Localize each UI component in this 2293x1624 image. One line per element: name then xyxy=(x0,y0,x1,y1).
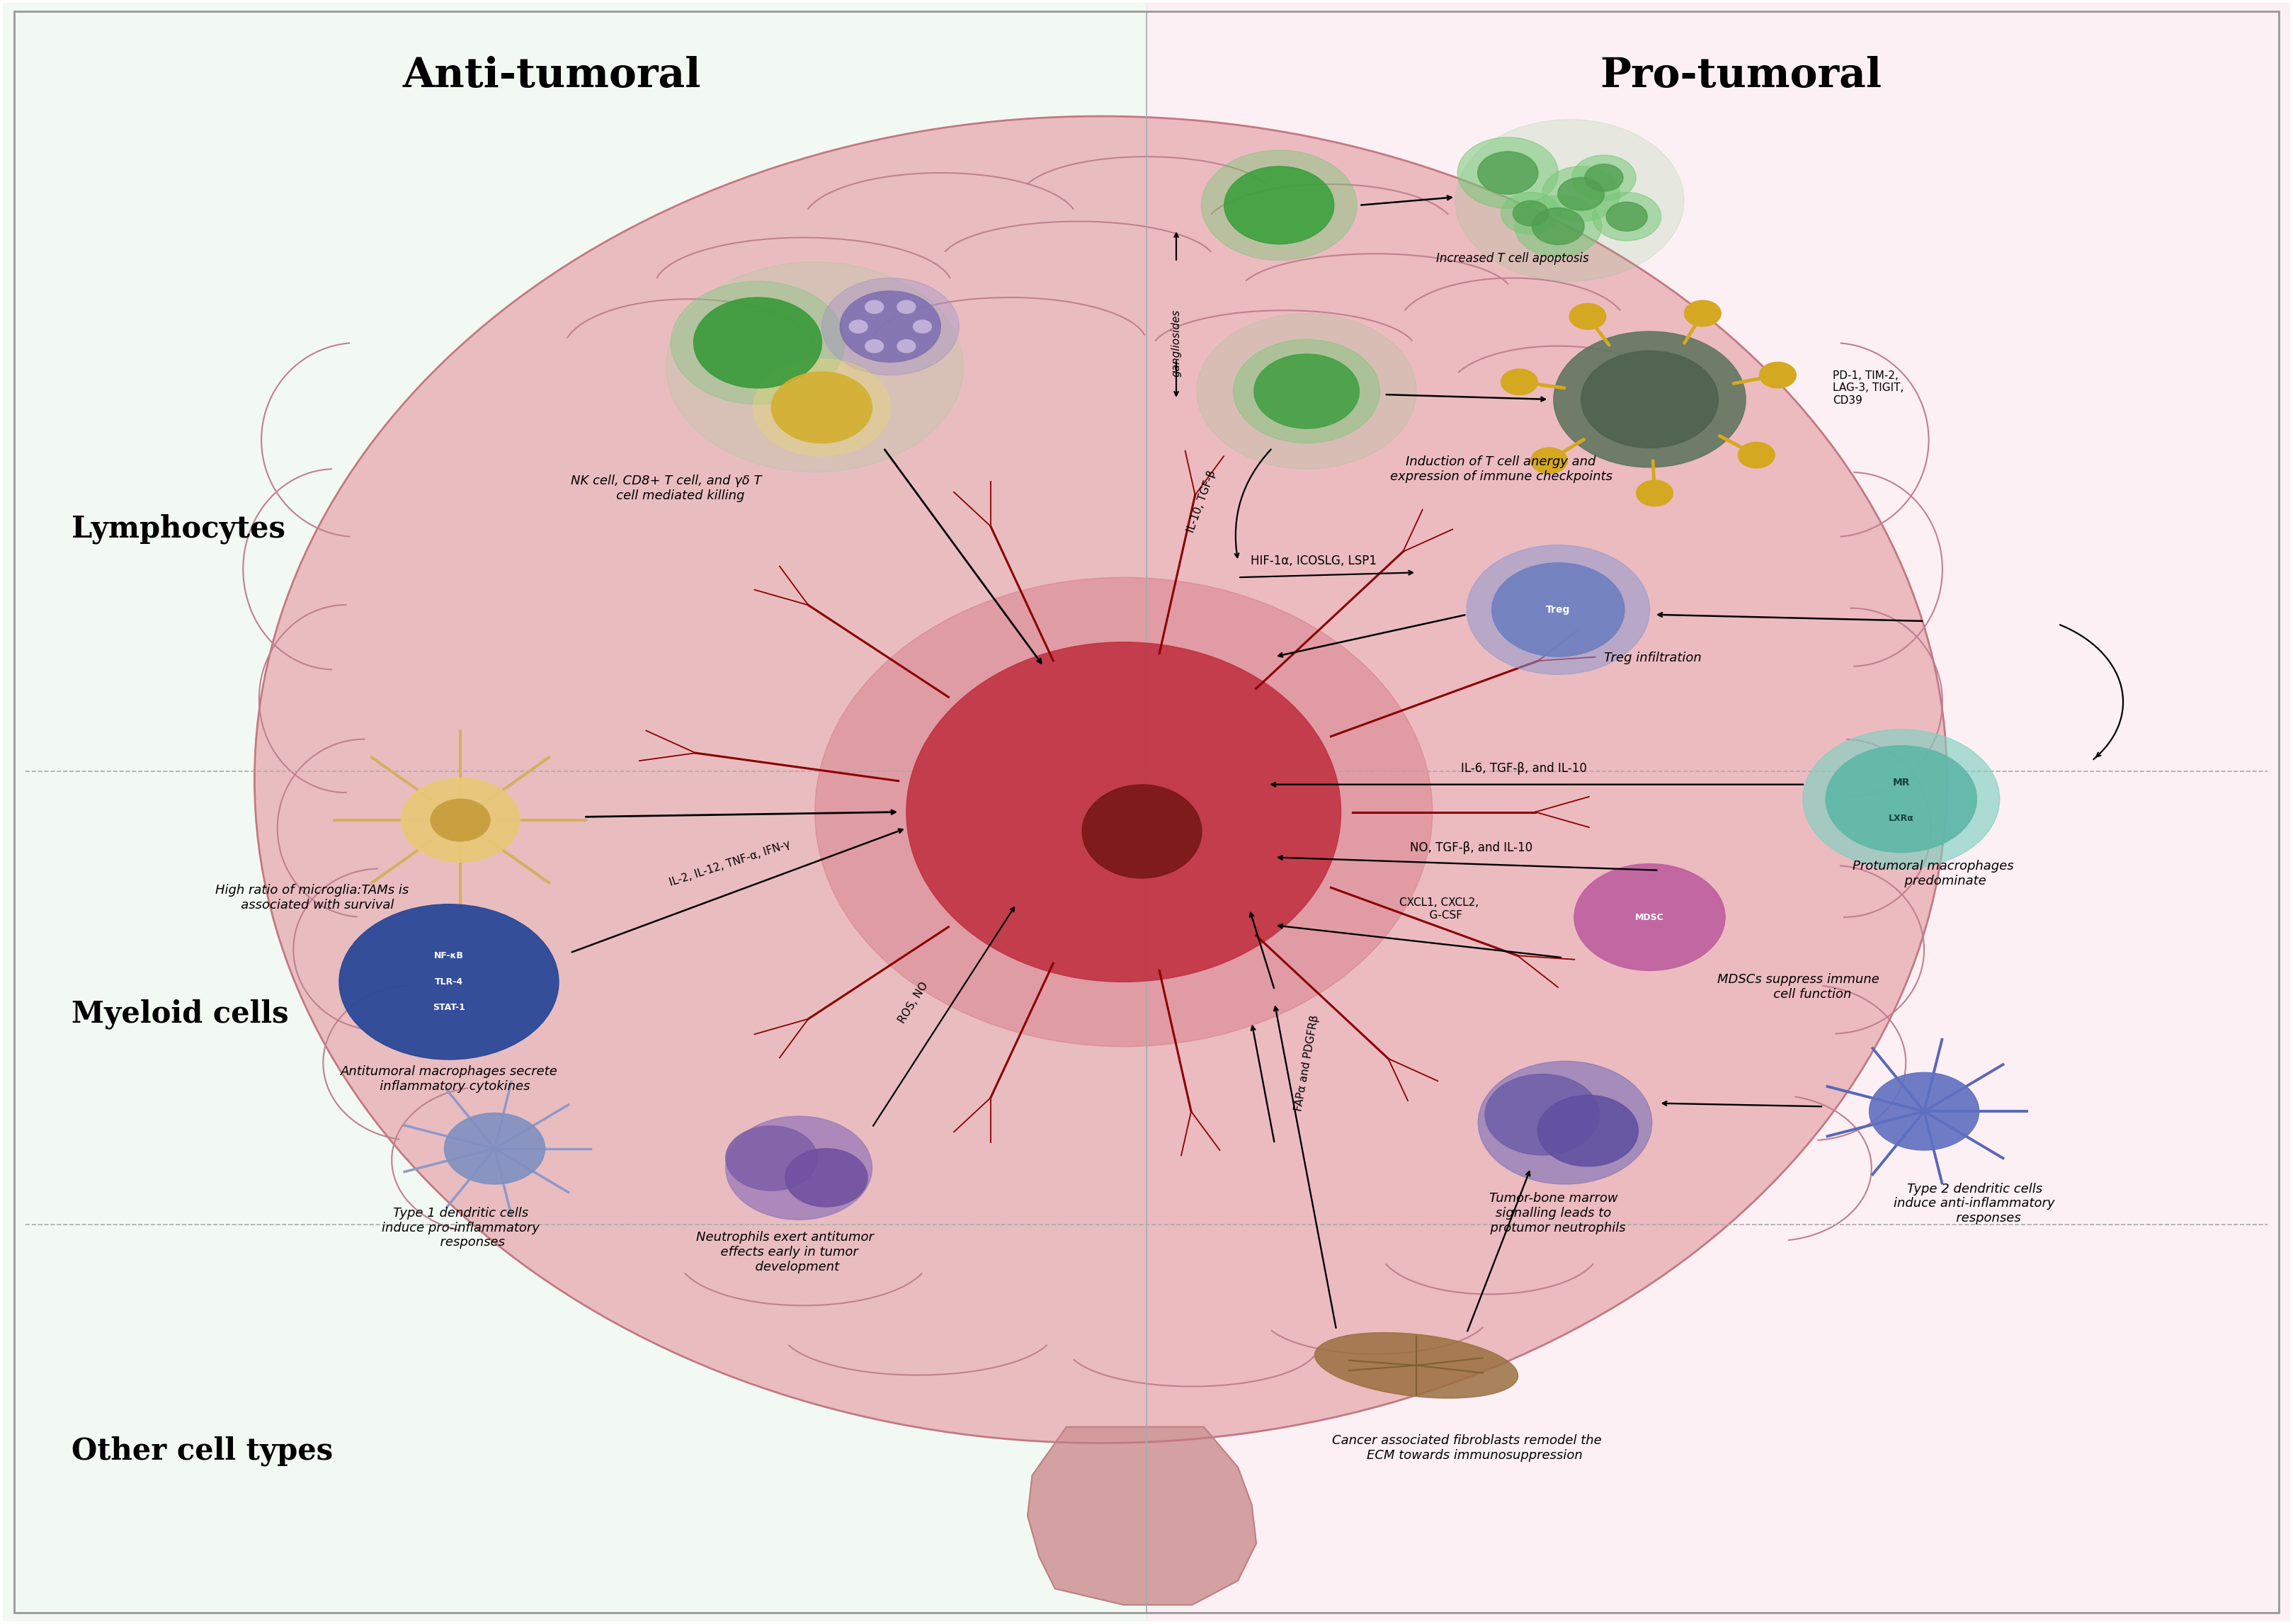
Text: Type 2 dendritic cells
induce anti-inflammatory
       responses: Type 2 dendritic cells induce anti-infla… xyxy=(1894,1182,2055,1224)
Ellipse shape xyxy=(1082,784,1202,879)
Circle shape xyxy=(1605,201,1646,231)
Circle shape xyxy=(897,300,915,313)
Circle shape xyxy=(1738,442,1775,468)
Text: Other cell types: Other cell types xyxy=(71,1436,332,1466)
Circle shape xyxy=(864,339,883,352)
Polygon shape xyxy=(1027,1427,1257,1605)
Text: Increased T cell apoptosis: Increased T cell apoptosis xyxy=(1435,252,1589,265)
Text: Treg infiltration: Treg infiltration xyxy=(1603,651,1701,664)
Text: Lymphocytes: Lymphocytes xyxy=(71,513,284,544)
Circle shape xyxy=(1516,195,1601,257)
Circle shape xyxy=(339,905,559,1059)
Circle shape xyxy=(445,1112,546,1184)
Ellipse shape xyxy=(814,578,1433,1046)
Circle shape xyxy=(1637,481,1674,507)
Text: ROS, NO: ROS, NO xyxy=(897,981,931,1025)
Text: NO, TGF-β, and IL-10: NO, TGF-β, and IL-10 xyxy=(1410,841,1532,854)
Circle shape xyxy=(1502,192,1562,234)
Circle shape xyxy=(752,359,890,456)
Text: High ratio of microglia:TAMs is
   associated with survival: High ratio of microglia:TAMs is associat… xyxy=(216,883,408,911)
Circle shape xyxy=(897,339,915,352)
Text: CXCL1, CXCL2,
    G-CSF: CXCL1, CXCL2, G-CSF xyxy=(1399,898,1479,921)
Circle shape xyxy=(1224,166,1335,244)
Circle shape xyxy=(1202,149,1357,260)
Circle shape xyxy=(839,291,940,362)
Circle shape xyxy=(1543,166,1619,221)
Circle shape xyxy=(695,297,821,388)
Text: Induction of T cell anergy and
expression of immune checkpoints: Induction of T cell anergy and expressio… xyxy=(1390,455,1612,482)
Text: LXRα: LXRα xyxy=(1889,814,1915,823)
Circle shape xyxy=(1486,1073,1598,1155)
Circle shape xyxy=(1555,331,1745,468)
Circle shape xyxy=(1557,177,1605,211)
Circle shape xyxy=(864,300,883,313)
Circle shape xyxy=(770,372,871,443)
Text: NF-κB: NF-κB xyxy=(433,952,463,961)
Text: IL-10, TGF-β: IL-10, TGF-β xyxy=(1185,469,1218,534)
Text: Neutrophils exert antitumor
  effects early in tumor
      development: Neutrophils exert antitumor effects earl… xyxy=(697,1231,874,1273)
Text: Cancer associated fibroblasts remodel the
    ECM towards immunosuppression: Cancer associated fibroblasts remodel th… xyxy=(1332,1434,1601,1462)
Ellipse shape xyxy=(906,641,1341,983)
Circle shape xyxy=(1197,313,1417,469)
Circle shape xyxy=(431,799,491,841)
Ellipse shape xyxy=(255,117,1947,1444)
Circle shape xyxy=(401,778,521,862)
Text: Antitumoral macrophages secrete
   inflammatory cytokines: Antitumoral macrophages secrete inflamma… xyxy=(339,1065,557,1093)
Text: FAPα and PDGFRβ: FAPα and PDGFRβ xyxy=(1293,1013,1321,1112)
Circle shape xyxy=(1825,745,1977,853)
Circle shape xyxy=(1575,864,1724,971)
Circle shape xyxy=(1802,729,1999,869)
Text: IL-6, TGF-β, and IL-10: IL-6, TGF-β, and IL-10 xyxy=(1461,762,1587,775)
Circle shape xyxy=(1513,201,1548,226)
Text: Pro-tumoral: Pro-tumoral xyxy=(1601,55,1883,96)
Circle shape xyxy=(1477,151,1539,195)
Text: MDSC: MDSC xyxy=(1635,913,1665,922)
Text: MDSCs suppress immune
       cell function: MDSCs suppress immune cell function xyxy=(1717,973,1880,1000)
Circle shape xyxy=(1685,300,1722,326)
Circle shape xyxy=(725,1116,871,1220)
Circle shape xyxy=(1573,154,1635,200)
Circle shape xyxy=(1254,354,1360,429)
Circle shape xyxy=(1869,1072,1979,1150)
Text: HIF-1α, ICOSLG, LSP1: HIF-1α, ICOSLG, LSP1 xyxy=(1250,555,1376,567)
Circle shape xyxy=(1582,351,1717,448)
Circle shape xyxy=(1759,362,1795,388)
Circle shape xyxy=(784,1148,867,1207)
Text: STAT-1: STAT-1 xyxy=(433,1004,465,1012)
Circle shape xyxy=(1584,164,1623,192)
Circle shape xyxy=(1493,564,1623,656)
Text: Anti-tumoral: Anti-tumoral xyxy=(404,55,702,96)
Bar xyxy=(2,3,1146,1621)
Circle shape xyxy=(1479,1060,1651,1184)
Text: Protumoral macrophages
      predominate: Protumoral macrophages predominate xyxy=(1853,859,2013,887)
Circle shape xyxy=(1234,339,1380,443)
Bar xyxy=(1146,3,2291,1621)
Text: PD-1, TIM-2,
LAG-3, TIGIT,
CD39: PD-1, TIM-2, LAG-3, TIGIT, CD39 xyxy=(1832,370,1903,406)
Circle shape xyxy=(1568,304,1605,330)
Text: IL-2, IL-12, TNF-α, IFN-γ: IL-2, IL-12, TNF-α, IFN-γ xyxy=(667,840,791,888)
Ellipse shape xyxy=(1314,1333,1518,1398)
Text: MR: MR xyxy=(1892,778,1910,788)
Text: gangliosides: gangliosides xyxy=(1172,309,1181,377)
Circle shape xyxy=(848,320,867,333)
Text: Type 1 dendritic cells
induce pro-inflammatory
      responses: Type 1 dendritic cells induce pro-inflam… xyxy=(381,1207,539,1249)
Circle shape xyxy=(672,281,844,404)
Text: NK cell, CD8+ T cell, and γδ T
       cell mediated killing: NK cell, CD8+ T cell, and γδ T cell medi… xyxy=(571,474,761,502)
Circle shape xyxy=(1456,120,1683,281)
Circle shape xyxy=(1532,208,1584,245)
Circle shape xyxy=(1468,546,1649,674)
Circle shape xyxy=(1591,192,1660,240)
Circle shape xyxy=(821,278,958,375)
Text: Treg: Treg xyxy=(1545,604,1571,615)
Text: Myeloid cells: Myeloid cells xyxy=(71,999,289,1030)
Circle shape xyxy=(913,320,931,333)
Text: Tumor-bone marrow
signalling leads to
  protumor neutrophils: Tumor-bone marrow signalling leads to pr… xyxy=(1481,1192,1626,1234)
Circle shape xyxy=(1532,448,1568,474)
Circle shape xyxy=(1539,1095,1637,1166)
Circle shape xyxy=(1458,138,1559,208)
Circle shape xyxy=(725,1125,816,1190)
Circle shape xyxy=(667,261,963,473)
Text: TLR-4: TLR-4 xyxy=(436,978,463,986)
Circle shape xyxy=(1502,369,1539,395)
